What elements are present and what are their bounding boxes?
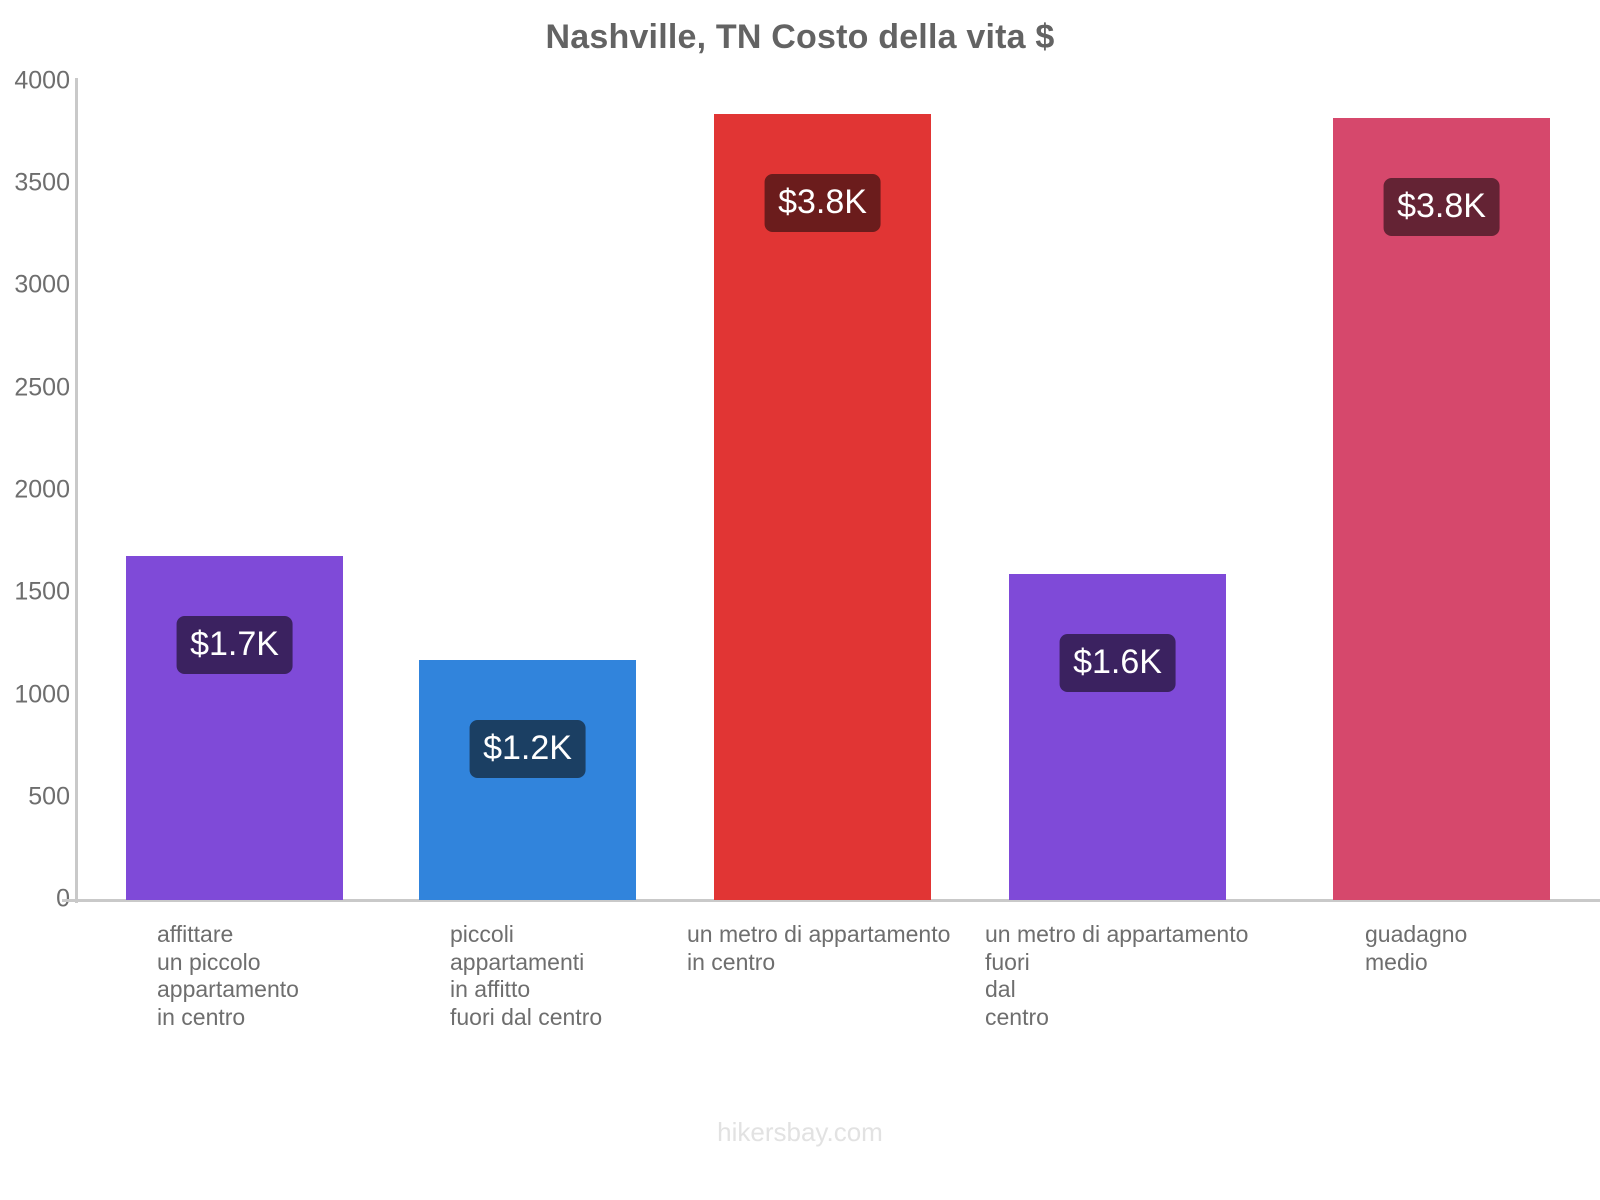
- bar-value-label: $1.6K: [1059, 634, 1176, 693]
- bar-value-label: $1.2K: [469, 720, 586, 779]
- y-axis-tick-labels: 4000 3500 3000 2500 2000 1500 1000 500 0: [0, 0, 70, 1200]
- bar-value-label: $3.8K: [764, 173, 881, 232]
- chart-title: Nashville, TN Costo della vita $: [545, 18, 1055, 56]
- bar-piccoli-appartamenti-fuori-centro[interactable]: $1.2K: [419, 660, 636, 900]
- bar-guadagno-medio[interactable]: $3.8K: [1333, 117, 1550, 900]
- x-axis-label-piccoli-appartamenti: piccoli appartamenti in affitto fuori da…: [450, 921, 603, 1030]
- y-axis-tick: 0: [4, 885, 70, 914]
- bar-metro-appartamento-fuori-centro[interactable]: $1.6K: [1009, 574, 1226, 900]
- y-axis-tick: 1500: [14, 577, 70, 606]
- bar-metro-appartamento-centro[interactable]: $3.8K: [714, 113, 931, 900]
- plot-area: $1.7K $1.2K $3.8K $1.6K $3.8K: [75, 81, 1600, 900]
- watermark: hikersbay.com: [717, 1117, 883, 1147]
- x-axis-label-metro-fuori-centro: un metro di appartamento fuori dal centr…: [985, 921, 1249, 1030]
- y-axis-tick: 1000: [14, 680, 70, 709]
- y-axis-line: [75, 78, 78, 903]
- x-axis-label-guadagno-medio: guadagno medio: [1365, 921, 1468, 975]
- y-axis-tick: 2000: [14, 475, 70, 504]
- bar-value-label: $1.7K: [176, 616, 293, 675]
- bar-value-label: $3.8K: [1383, 177, 1500, 236]
- x-axis-label-affittare: affittare un piccolo appartamento in cen…: [157, 921, 299, 1030]
- y-axis-tick: 4000: [14, 66, 70, 95]
- x-axis-line: [62, 899, 1600, 902]
- y-axis-tick: 500: [28, 782, 70, 811]
- y-axis-tick: 3500: [14, 168, 70, 197]
- y-axis-tick: 3000: [14, 270, 70, 299]
- bar-affittare-piccolo-appartamento-centro[interactable]: $1.7K: [126, 556, 343, 900]
- x-axis-label-metro-centro: un metro di appartamento in centro: [687, 921, 951, 975]
- y-axis-tick: 2500: [14, 373, 70, 402]
